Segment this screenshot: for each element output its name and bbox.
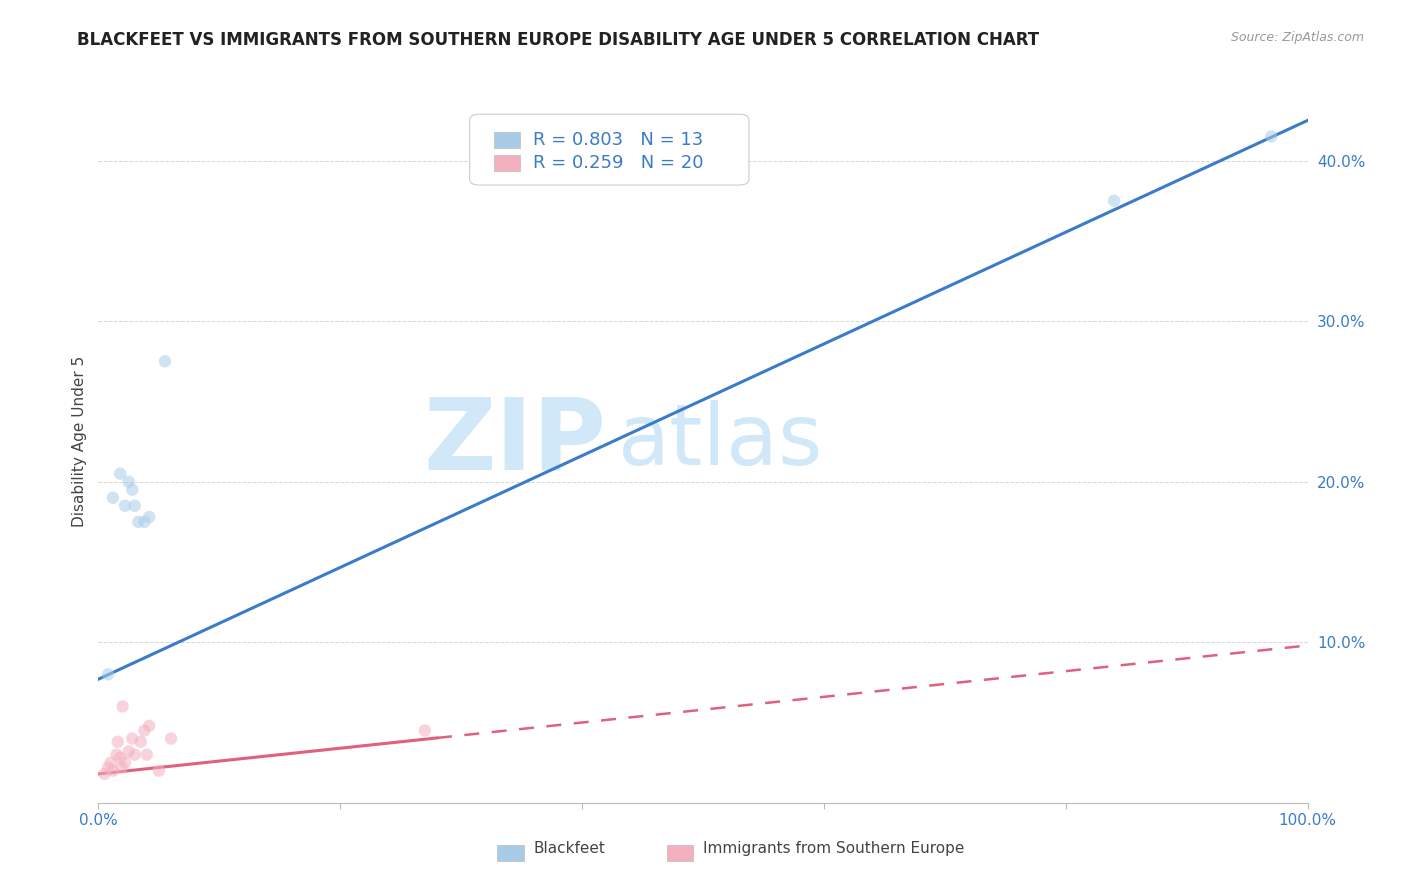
Text: BLACKFEET VS IMMIGRANTS FROM SOUTHERN EUROPE DISABILITY AGE UNDER 5 CORRELATION : BLACKFEET VS IMMIGRANTS FROM SOUTHERN EU… — [77, 31, 1039, 49]
FancyBboxPatch shape — [494, 155, 520, 171]
Point — [121, 483, 143, 497]
FancyBboxPatch shape — [494, 132, 520, 148]
FancyBboxPatch shape — [470, 114, 749, 185]
Text: atlas: atlas — [619, 400, 824, 483]
Point — [114, 756, 136, 770]
Point — [107, 735, 129, 749]
Point — [108, 467, 131, 481]
Text: R = 0.259   N = 20: R = 0.259 N = 20 — [533, 154, 703, 172]
Point — [135, 747, 157, 762]
Point — [134, 723, 156, 738]
Point — [111, 699, 134, 714]
Point — [97, 760, 120, 774]
Point — [153, 354, 176, 368]
Point — [108, 751, 131, 765]
Y-axis label: Disability Age Under 5: Disability Age Under 5 — [72, 356, 87, 527]
Text: Source: ZipAtlas.com: Source: ZipAtlas.com — [1230, 31, 1364, 45]
FancyBboxPatch shape — [666, 845, 693, 861]
Point — [97, 667, 120, 681]
Point — [118, 744, 141, 758]
Text: Blackfeet: Blackfeet — [534, 841, 606, 855]
Point — [101, 764, 124, 778]
Point — [114, 499, 136, 513]
Text: R = 0.803   N = 13: R = 0.803 N = 13 — [533, 131, 703, 149]
Point — [1102, 194, 1125, 208]
Point — [105, 747, 128, 762]
Text: ZIP: ZIP — [423, 393, 606, 490]
Point — [118, 475, 141, 489]
Point — [110, 760, 132, 774]
Point — [124, 499, 146, 513]
Point — [138, 510, 160, 524]
Point — [160, 731, 183, 746]
Text: Immigrants from Southern Europe: Immigrants from Southern Europe — [703, 841, 965, 855]
Point — [93, 767, 115, 781]
Point — [148, 764, 170, 778]
Point — [134, 515, 156, 529]
Point — [124, 747, 146, 762]
Point — [100, 756, 122, 770]
Point — [138, 719, 160, 733]
Point — [101, 491, 124, 505]
Point — [127, 515, 149, 529]
Point — [1260, 129, 1282, 144]
Point — [121, 731, 143, 746]
FancyBboxPatch shape — [498, 845, 524, 861]
Point — [413, 723, 436, 738]
Point — [129, 735, 152, 749]
